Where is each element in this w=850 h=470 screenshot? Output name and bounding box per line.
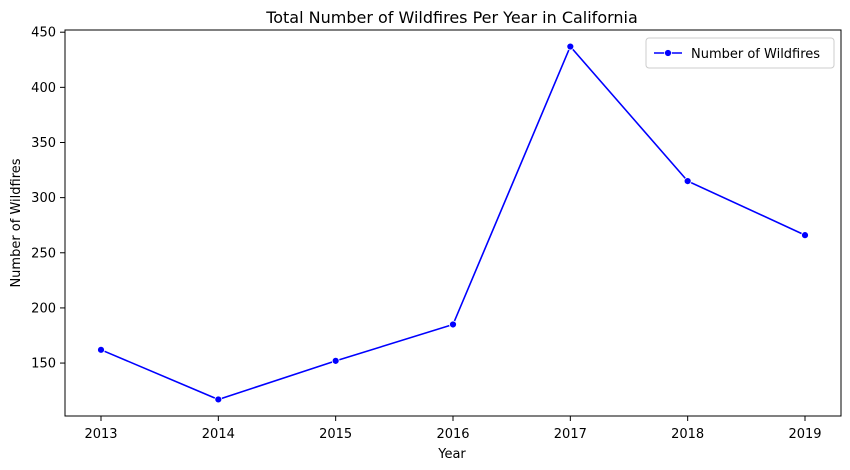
y-tick-label: 450 bbox=[31, 26, 56, 41]
data-point-2018 bbox=[683, 177, 692, 185]
chart-title: Total Number of Wildfires Per Year in Ca… bbox=[265, 8, 638, 27]
x-tick-label: 2017 bbox=[554, 427, 587, 442]
y-axis-label: Number of Wildfires bbox=[9, 158, 24, 287]
x-tick-label: 2015 bbox=[319, 427, 352, 442]
y-tick-label: 300 bbox=[31, 191, 56, 206]
y-tick-label: 400 bbox=[31, 81, 56, 96]
y-axis: 150 200 250 300 350 400 450 bbox=[31, 26, 65, 372]
x-tick-label: 2013 bbox=[84, 427, 117, 442]
series-line-number-of-wildfires bbox=[100, 45, 806, 401]
x-axis: 2013 2014 2015 2016 2017 2018 2019 bbox=[84, 416, 822, 442]
x-tick-label: 2019 bbox=[788, 427, 821, 442]
legend-box bbox=[645, 37, 835, 69]
x-tick-label: 2016 bbox=[436, 427, 469, 442]
plot-area bbox=[64, 29, 842, 417]
x-tick-label: 2014 bbox=[202, 427, 235, 442]
data-point-2016 bbox=[449, 320, 457, 329]
data-point-2019 bbox=[801, 231, 809, 240]
legend: Number of Wildfires bbox=[645, 37, 835, 69]
data-point-2013 bbox=[97, 345, 105, 354]
series-points bbox=[97, 42, 809, 404]
data-point-2014 bbox=[214, 395, 223, 404]
y-tick-label: 350 bbox=[31, 136, 56, 151]
y-tick-label: 250 bbox=[31, 246, 56, 261]
x-axis-label: Year bbox=[437, 447, 466, 462]
x-tick-label: 2018 bbox=[671, 427, 704, 442]
y-tick-label: 200 bbox=[31, 301, 56, 316]
legend-label: Number of Wildfires bbox=[691, 47, 820, 62]
legend-marker-swatch bbox=[664, 49, 672, 57]
y-tick-label: 150 bbox=[31, 357, 56, 372]
data-point-2015 bbox=[331, 356, 340, 365]
data-point-2017 bbox=[566, 42, 575, 51]
